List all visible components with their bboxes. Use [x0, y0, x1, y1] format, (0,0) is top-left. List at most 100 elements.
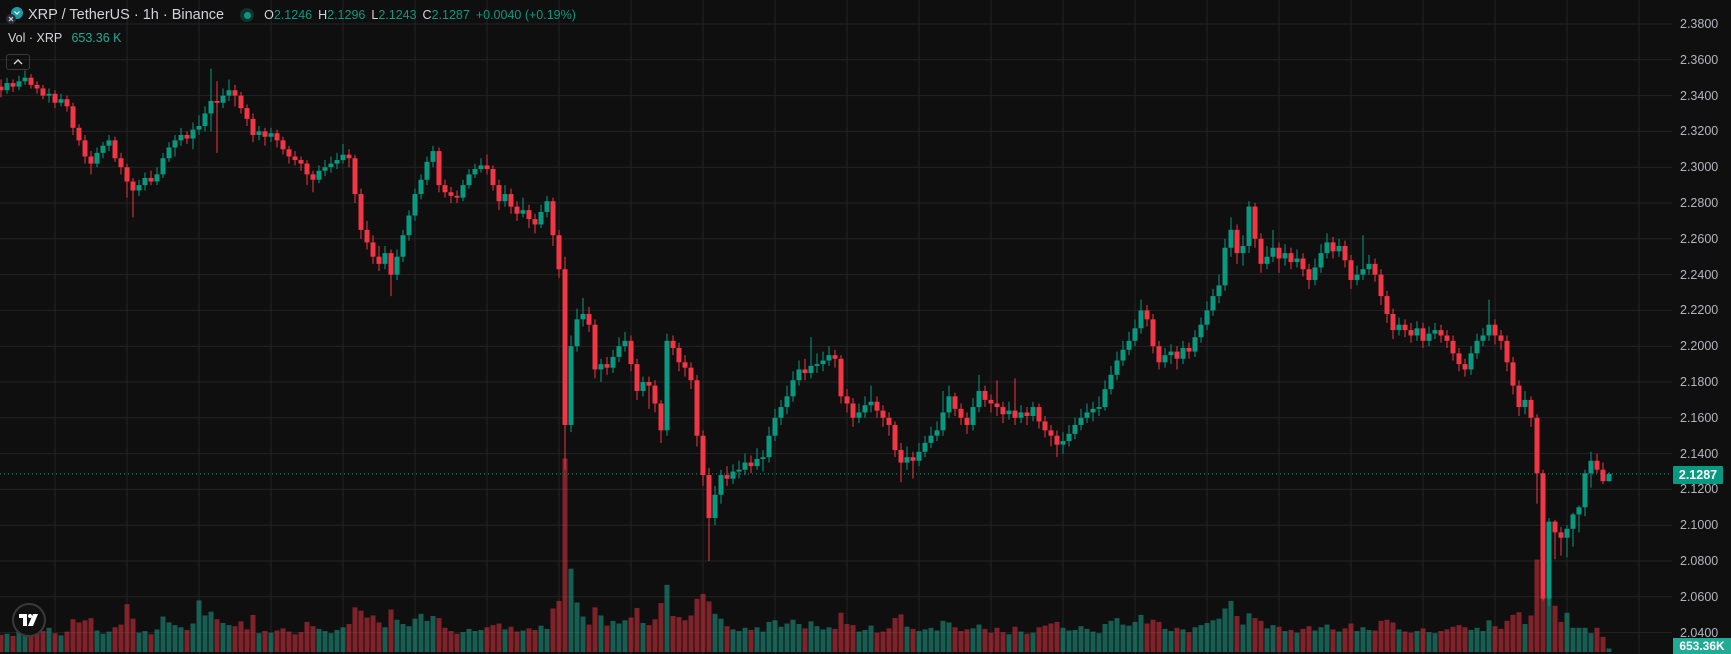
candle — [1072, 417, 1078, 440]
candle-body — [1408, 330, 1414, 336]
candle-body — [142, 177, 148, 186]
candle — [1294, 249, 1300, 268]
candle — [868, 385, 874, 413]
volume-bar — [130, 618, 136, 652]
candle-body — [1264, 256, 1270, 264]
candle — [976, 374, 982, 413]
candle-body — [838, 358, 844, 397]
collapse-legend-button[interactable] — [6, 54, 30, 70]
candle — [1024, 407, 1030, 425]
volume-legend[interactable]: Vol · XRP 653.36 K — [8, 31, 122, 45]
volume-bar — [634, 607, 640, 652]
volume-bar — [166, 622, 172, 652]
candle — [892, 421, 898, 458]
candle-body — [100, 145, 106, 153]
candle — [1276, 242, 1282, 273]
candle — [178, 127, 184, 146]
market-status-icon[interactable] — [240, 8, 255, 22]
candle — [532, 213, 538, 234]
candle-body — [814, 364, 820, 366]
candle — [1330, 237, 1336, 259]
candle-body — [352, 158, 358, 195]
candle-body — [292, 156, 298, 161]
candle — [1216, 274, 1222, 304]
candle-body — [1354, 274, 1360, 280]
candle — [1258, 233, 1264, 273]
volume-bar — [1384, 619, 1390, 652]
candle-body — [1600, 469, 1606, 482]
candle — [778, 399, 784, 425]
candle — [484, 154, 490, 175]
volume-bar — [748, 629, 754, 652]
candle-body — [790, 380, 796, 397]
candle-body — [166, 147, 172, 159]
volume-bar — [622, 620, 628, 652]
candle-body — [388, 253, 394, 275]
candle — [1432, 322, 1438, 340]
candle-body — [1042, 421, 1048, 431]
candle — [928, 426, 934, 449]
volume-bar — [1444, 629, 1450, 652]
candle — [1396, 317, 1402, 336]
candle — [898, 442, 904, 483]
volume-bar — [442, 627, 448, 652]
candle — [1282, 244, 1288, 266]
candle — [1492, 319, 1498, 345]
volume-bar — [1024, 633, 1030, 652]
candle-body — [1582, 473, 1588, 508]
volume-bar — [286, 631, 292, 652]
candle-body — [490, 168, 496, 186]
symbol-title[interactable]: XRP / TetherUS · 1h · Binance — [28, 7, 225, 23]
candle — [1516, 380, 1522, 417]
candle-body — [0, 86, 4, 91]
candle — [154, 167, 160, 186]
candle-body — [448, 192, 454, 196]
candle-body — [784, 396, 790, 408]
volume-bar — [1204, 622, 1210, 652]
symbol-legend: XRP / TetherUS · 1h · Binance O 2.1246 H… — [6, 5, 582, 25]
candle — [286, 145, 292, 164]
volume-bar — [1522, 624, 1528, 652]
candle-body — [1468, 353, 1474, 370]
volume-bar — [1414, 631, 1420, 652]
candle-body — [4, 83, 10, 91]
volume-bar — [256, 633, 262, 652]
candle — [34, 81, 40, 94]
candle-body — [442, 185, 448, 193]
candle — [724, 466, 730, 486]
candle-body — [424, 161, 430, 180]
candle — [1336, 238, 1342, 257]
candle-body — [1138, 310, 1144, 329]
open-value: 2.1246 — [273, 8, 313, 22]
candle-body — [1474, 340, 1480, 354]
candle — [268, 127, 274, 143]
volume-bar — [142, 631, 148, 652]
candle — [1444, 330, 1450, 348]
volume-bar — [1558, 621, 1564, 652]
candle — [766, 426, 772, 463]
candle-body — [226, 90, 232, 96]
volume-bar — [268, 632, 274, 652]
tradingview-logo[interactable] — [12, 603, 46, 637]
candle-body — [406, 215, 412, 236]
volume-bar — [1582, 627, 1588, 652]
volume-bar — [1036, 627, 1042, 652]
volume-bar — [1324, 624, 1330, 652]
candle-body — [1156, 346, 1162, 363]
candle — [160, 152, 166, 178]
volume-bar — [364, 617, 370, 652]
volume-bar — [730, 629, 736, 652]
candle-body — [1390, 313, 1396, 331]
candle-body — [574, 319, 580, 347]
candle — [1408, 322, 1414, 343]
candle-body — [1438, 330, 1444, 336]
volume-bar — [52, 633, 58, 652]
candle — [208, 68, 214, 132]
ohlc-values: O 2.1246 H 2.1296 L 2.1243 C 2.1287 +0.0… — [264, 8, 582, 22]
candle — [1390, 308, 1396, 340]
volume-bar — [1276, 626, 1282, 652]
candle — [1510, 356, 1516, 395]
volume-bar — [1468, 629, 1474, 652]
volume-bar — [172, 625, 178, 652]
